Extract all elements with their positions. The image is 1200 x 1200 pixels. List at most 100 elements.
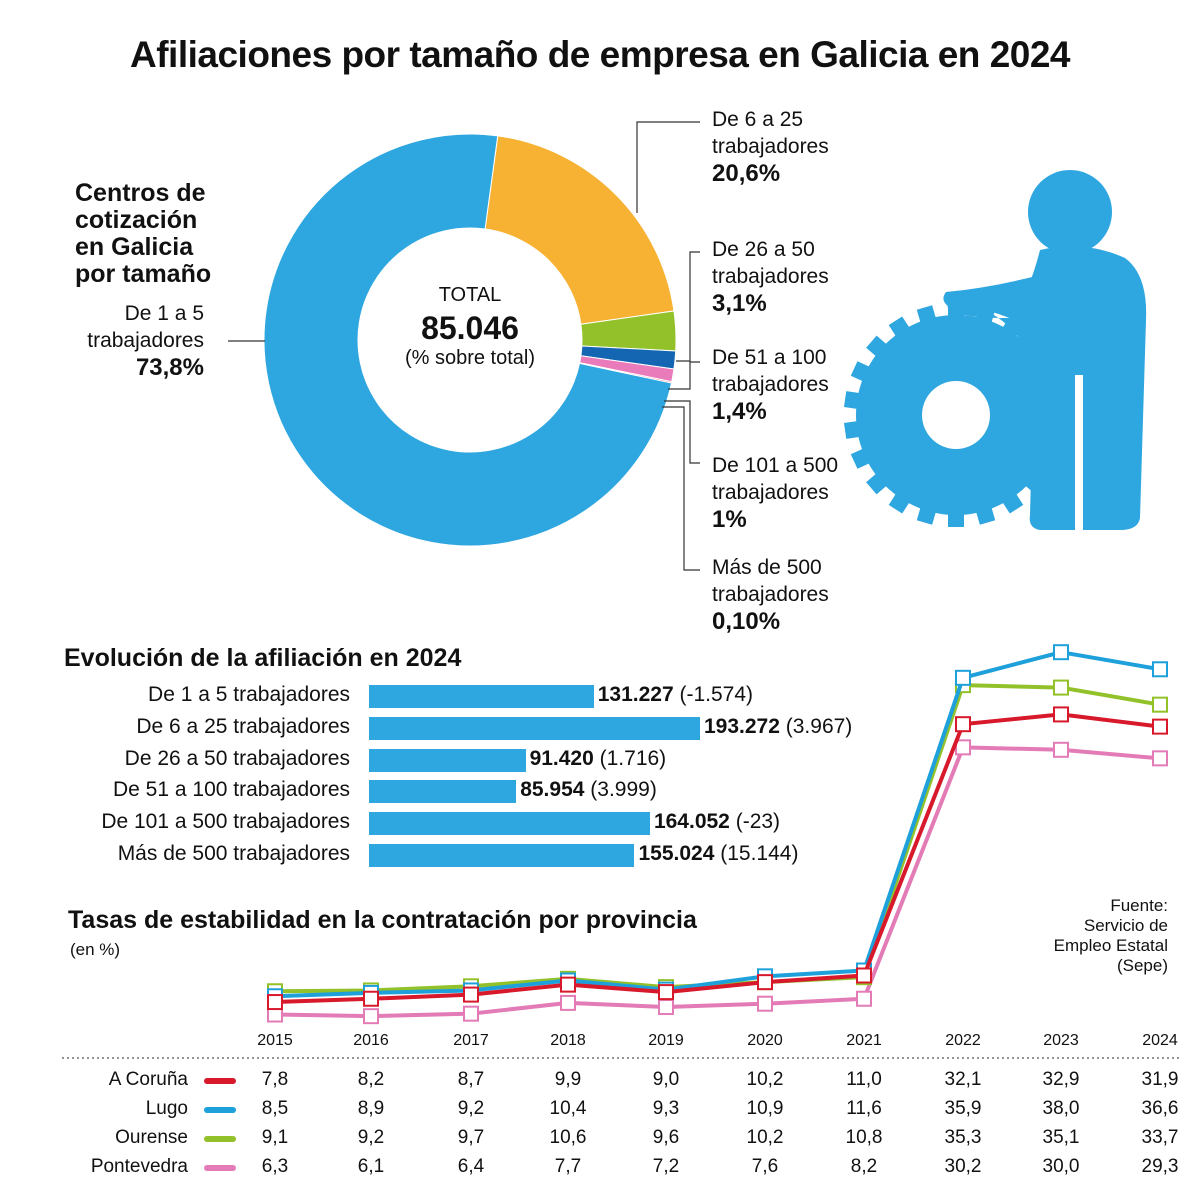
bar-value: 131.227 xyxy=(597,683,674,706)
table-cell: 10,9 xyxy=(746,1098,784,1119)
bar-change: (15.144) xyxy=(714,842,799,865)
bar-value: 155.024 xyxy=(638,842,715,865)
series-marker xyxy=(560,976,576,993)
bar-value-label: 155.024 (15.144) xyxy=(638,842,798,866)
leader-line-slice-3 xyxy=(668,361,700,390)
source-line: Fuente: xyxy=(1110,896,1168,915)
page-title: Afiliaciones por tamaño de empresa en Ga… xyxy=(130,34,1071,75)
slice-label-line: trabajadores xyxy=(712,373,829,396)
slice-label-line: De 26 a 50 xyxy=(712,238,815,261)
slice-label-line: De 101 a 500 xyxy=(712,454,839,477)
bar-value: 164.052 xyxy=(653,810,730,834)
bar-change: (3.999) xyxy=(584,778,657,802)
slice-label-line: trabajadores xyxy=(712,265,829,288)
series-marker xyxy=(463,986,479,1003)
series-marker xyxy=(1053,644,1069,661)
slice-pct: 0,10% xyxy=(712,608,781,635)
bar-category-label: De 51 a 100 trabajadores xyxy=(113,778,350,802)
legend-label: Lugo xyxy=(145,1098,188,1119)
series-marker xyxy=(1053,741,1069,758)
table-cell: 6,3 xyxy=(261,1156,289,1177)
slice-pct: 20,6% xyxy=(712,160,781,187)
slice-pct: 1% xyxy=(712,506,747,533)
x-tick-label: 2020 xyxy=(747,1032,783,1049)
series-marker xyxy=(856,990,872,1007)
donut-center-label: TOTAL xyxy=(438,284,502,306)
source-line: Empleo Estatal xyxy=(1053,936,1168,955)
bar-category-label: De 1 a 5 trabajadores xyxy=(148,683,350,706)
donut-subtitle-line: en Galicia xyxy=(75,233,194,261)
slice-label-line: trabajadores xyxy=(712,135,829,158)
table-cell: 35,1 xyxy=(1042,1127,1080,1148)
line-title: Tasas de estabilidad en la contratación … xyxy=(68,906,697,934)
bar xyxy=(369,685,594,708)
x-tick-label: 2019 xyxy=(648,1032,684,1049)
slice-label-line: De 51 a 100 xyxy=(712,346,827,369)
bar-category-label: Más de 500 trabajadores xyxy=(117,842,350,865)
table-cell: 11,0 xyxy=(846,1069,882,1090)
table-cell: 32,9 xyxy=(1042,1069,1080,1090)
leader-line-slice-5 xyxy=(662,406,700,571)
table-cell: 30,2 xyxy=(944,1156,982,1177)
bar xyxy=(369,716,700,740)
table-cell: 6,1 xyxy=(357,1156,385,1177)
x-tick-label: 2018 xyxy=(550,1032,586,1049)
table-cell: 35,3 xyxy=(944,1127,982,1148)
table-cell: 9,9 xyxy=(554,1069,582,1090)
leader-line-slice-2 xyxy=(676,251,700,362)
table-cell: 8,2 xyxy=(850,1156,878,1177)
table-cell: 33,7 xyxy=(1141,1127,1179,1148)
table-cell: 10,8 xyxy=(845,1127,883,1148)
slice-label-5: Más de 500 trabajadores 0,10% xyxy=(712,554,829,635)
series-marker xyxy=(463,1005,479,1022)
donut-subtitle-line: por tamaño xyxy=(75,260,212,288)
bar xyxy=(369,748,526,772)
slice-label-2: De 26 a 50 trabajadores 3,1% xyxy=(712,236,829,317)
series-marker xyxy=(560,994,576,1011)
slice-label-line: trabajadores xyxy=(712,583,829,606)
slice-pct: 3,1% xyxy=(712,290,767,317)
x-tick-label: 2022 xyxy=(945,1032,981,1049)
series-marker xyxy=(1053,679,1069,696)
slice-pct: 1,4% xyxy=(712,398,767,425)
x-tick-label: 2023 xyxy=(1043,1032,1079,1049)
legend-label: Pontevedra xyxy=(90,1156,188,1177)
series-marker xyxy=(757,995,773,1012)
series-marker xyxy=(363,1008,379,1025)
slice-label-3: De 51 a 100 trabajadores 1,4% xyxy=(712,344,829,425)
slice-label-0: De 1 a 5 trabajadores 73,8% xyxy=(70,300,204,381)
bar-value-label: 131.227 (-1.574) xyxy=(598,683,753,707)
table-cell: 8,2 xyxy=(357,1069,385,1090)
series-marker xyxy=(267,994,283,1011)
donut-chart xyxy=(228,121,1147,571)
bar xyxy=(369,812,650,836)
legend-swatch xyxy=(204,1165,236,1171)
bar-value-label: 164.052 (-23) xyxy=(654,810,780,834)
bar xyxy=(369,844,635,867)
series-line xyxy=(274,712,1161,1005)
series-marker xyxy=(1152,696,1168,713)
bar-category-label: De 6 a 25 trabajadores xyxy=(136,714,350,738)
table-cell: 7,2 xyxy=(652,1156,680,1177)
donut-subtitle-line: cotización xyxy=(75,206,198,234)
table-cell: 8,5 xyxy=(261,1098,289,1119)
x-tick-label: 2017 xyxy=(453,1032,489,1049)
bar-value-label: 91.420 (1.716) xyxy=(530,747,667,771)
bar xyxy=(369,780,517,804)
series-marker xyxy=(1152,750,1168,767)
table-cell: 10,2 xyxy=(746,1069,784,1090)
table-cell: 9,1 xyxy=(261,1127,289,1148)
line-subtitle: (en %) xyxy=(70,940,121,959)
table-cell: 7,8 xyxy=(261,1069,289,1090)
donut-subtitle-line: Centros de xyxy=(75,179,206,207)
table-cell: 38,0 xyxy=(1042,1098,1080,1119)
series-line xyxy=(274,745,1161,1019)
table-cell: 9,7 xyxy=(457,1127,485,1148)
bar-category-label: De 26 a 50 trabajadores xyxy=(124,746,350,770)
leader-line-slice-4 xyxy=(664,400,700,464)
slice-pct: 73,8% xyxy=(135,354,204,381)
bar-value: 91.420 xyxy=(529,746,594,770)
source-line: Servicio de xyxy=(1083,916,1168,935)
table-cell: 10,6 xyxy=(549,1127,587,1148)
leader-line-slice-1 xyxy=(636,121,700,213)
